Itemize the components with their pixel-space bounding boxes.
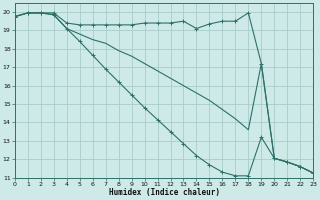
X-axis label: Humidex (Indice chaleur): Humidex (Indice chaleur): [108, 188, 220, 197]
